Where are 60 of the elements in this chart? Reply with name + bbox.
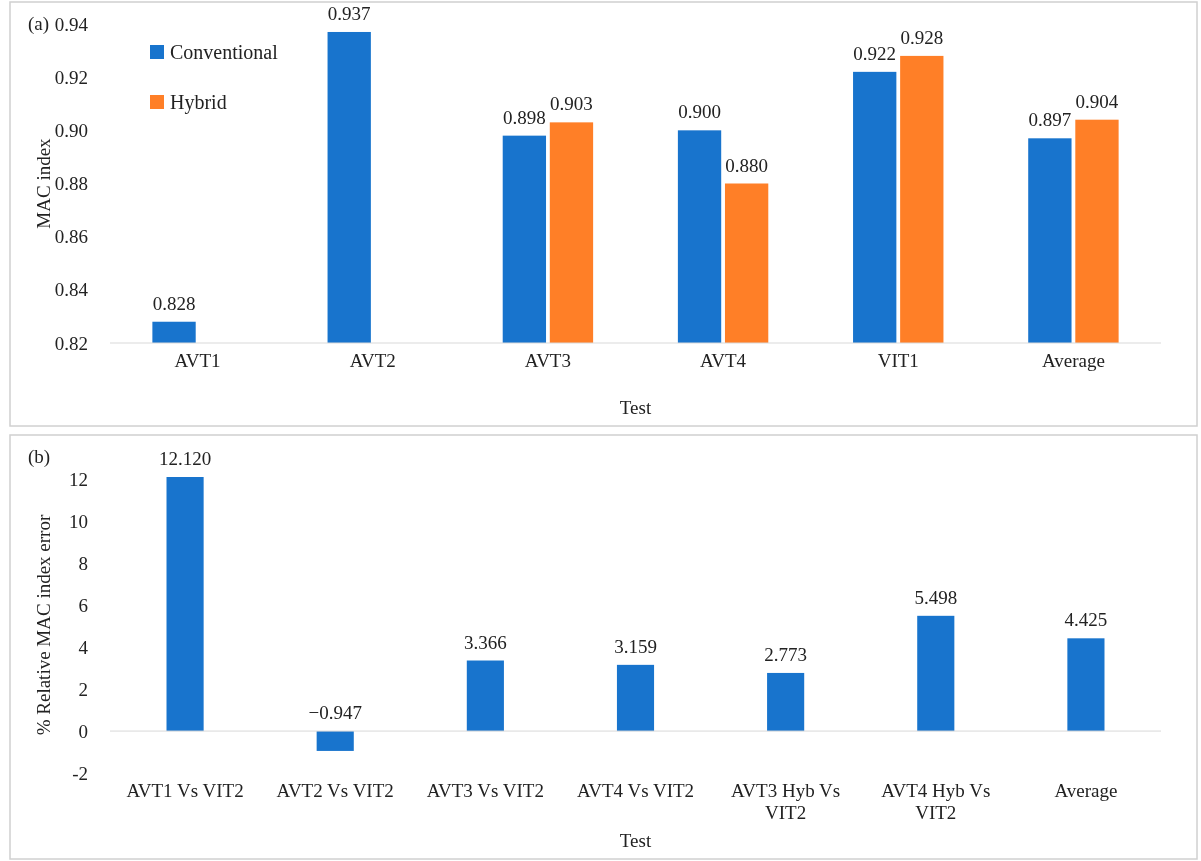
y-tick-label: 0.82 xyxy=(54,332,88,354)
data-label: 2.773 xyxy=(764,643,808,665)
y-axis-title: % Relative MAC index error xyxy=(33,514,54,736)
data-label: 0.903 xyxy=(550,93,593,115)
y-tick-label: 0.84 xyxy=(54,279,89,301)
data-label: 3.159 xyxy=(614,635,657,657)
y-tick-label: 6 xyxy=(78,594,88,616)
data-label: 0.904 xyxy=(1075,90,1119,112)
data-label: 0.897 xyxy=(1028,109,1072,131)
x-tick-label: VIT1 xyxy=(877,350,919,371)
data-label: 3.366 xyxy=(463,631,507,653)
y-tick-label: 0.86 xyxy=(54,226,88,248)
legend-label: Hybrid xyxy=(170,91,227,114)
bar xyxy=(917,615,955,732)
data-label: 0.937 xyxy=(327,2,371,24)
bar xyxy=(616,664,655,732)
y-tick-label: 0.94 xyxy=(54,13,89,35)
text: (b) xyxy=(28,446,51,468)
x-tick-label: AVT4 xyxy=(700,350,747,371)
bar xyxy=(767,672,805,732)
y-tick-label: 10 xyxy=(69,511,88,533)
y-tick-label: 8 xyxy=(78,552,88,574)
x-tick-label: Average xyxy=(1054,780,1118,801)
y-tick-label: -2 xyxy=(72,762,88,784)
x-tick-label: AVT4 Hyb Vs VIT2 xyxy=(881,780,991,823)
data-label: 0.922 xyxy=(853,42,897,64)
y-tick-label: 2 xyxy=(78,678,88,700)
y-tick-label: 0.90 xyxy=(54,119,88,141)
text: (a) xyxy=(28,13,50,35)
x-tick-label: AVT3 Hyb Vs VIT2 xyxy=(731,780,841,823)
x-tick-label: AVT3 xyxy=(524,350,571,371)
y-tick-label: 0.92 xyxy=(54,66,88,88)
y-tick-label: 12 xyxy=(69,469,88,491)
data-label: 0.828 xyxy=(152,292,196,314)
data-label: 0.928 xyxy=(900,26,944,48)
legend-label: Conventional xyxy=(170,41,279,63)
y-tick-label: 4 xyxy=(78,636,89,658)
x-tick-label: Average xyxy=(1041,350,1105,371)
x-axis-title: Test xyxy=(619,397,652,418)
x-tick-label: AVT2 xyxy=(349,350,396,371)
data-label: 12.120 xyxy=(158,448,212,469)
data-label: 5.498 xyxy=(914,586,958,608)
x-tick-label: AVT1 xyxy=(174,350,221,371)
data-label: −0.947 xyxy=(308,702,362,724)
x-tick-label: AVT2 Vs VIT2 xyxy=(276,780,394,801)
bar xyxy=(1067,638,1105,732)
bar xyxy=(466,660,504,732)
bar xyxy=(166,477,204,732)
x-axis-title: Test xyxy=(619,830,652,851)
data-label: 4.425 xyxy=(1064,609,1108,631)
y-tick-label: 0 xyxy=(78,720,88,742)
y-axis-title: MAC index xyxy=(33,137,54,229)
bar xyxy=(316,731,354,751)
x-tick-label: AVT1 Vs VIT2 xyxy=(126,780,244,801)
y-tick-label: 0.88 xyxy=(54,173,88,195)
x-tick-label: AVT4 Vs VIT2 xyxy=(576,780,695,801)
data-label: 0.880 xyxy=(725,154,768,176)
x-tick-label: AVT3 Vs VIT2 xyxy=(426,780,544,801)
data-label: 0.898 xyxy=(503,106,546,128)
data-label: 0.900 xyxy=(678,101,721,123)
